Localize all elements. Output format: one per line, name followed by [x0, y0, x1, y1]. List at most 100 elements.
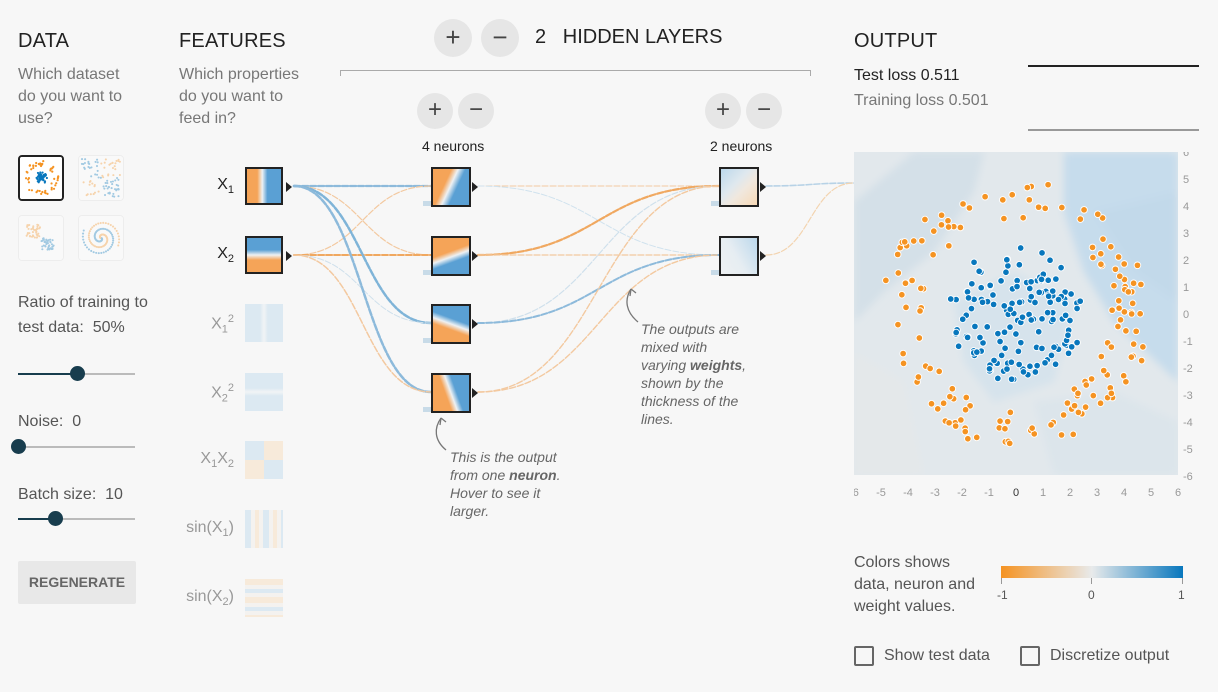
data-point [1087, 375, 1096, 383]
neuron-2-1[interactable] [719, 167, 759, 207]
data-point [1114, 322, 1122, 331]
link-layer1-to-layer2[interactable] [477, 254, 720, 393]
batch-slider[interactable] [18, 511, 135, 526]
output-plot[interactable]: -6 -5 -4 -3 -2 -1 0 1 2 3 4 5 6 -6 -5 -4 -3 -2 -1 0 1 2 3 4 5 6 [854, 152, 1194, 504]
add-layer-button[interactable]: + [434, 19, 472, 57]
feature-x2sq[interactable] [245, 373, 283, 411]
data-point [1070, 401, 1079, 410]
data-point [1003, 417, 1012, 426]
data-point [1043, 308, 1052, 317]
show-test-data-label[interactable]: Show test data [884, 647, 990, 664]
data-point [971, 322, 979, 331]
remove-layer-button[interactable]: − [481, 19, 519, 57]
link-layer1-to-layer2[interactable] [477, 185, 720, 393]
x-tick-label: 4 [1121, 487, 1127, 499]
feature-x2[interactable] [245, 236, 283, 274]
feature-x1sq[interactable] [245, 304, 283, 342]
data-point [981, 192, 989, 201]
data-point [914, 373, 923, 381]
discretize-output-label[interactable]: Discretize output [1050, 647, 1170, 664]
ratio-slider[interactable] [18, 366, 135, 381]
data-point [1046, 256, 1054, 264]
link-x1-to-neuron[interactable] [292, 184, 433, 394]
neuron-bias [423, 338, 431, 343]
data-point [929, 251, 937, 259]
data-point [1097, 352, 1106, 361]
neuron-1-3[interactable] [431, 304, 471, 344]
data-point [954, 342, 963, 351]
data-point [959, 200, 967, 208]
data-point [1026, 362, 1034, 371]
data-point [1012, 330, 1020, 338]
data-point [1023, 183, 1032, 192]
link-x1-to-neuron[interactable] [293, 185, 432, 256]
feature-sinx2[interactable] [245, 579, 283, 617]
layers-bracket [340, 70, 811, 76]
data-point [934, 405, 942, 413]
link-to-output[interactable] [765, 182, 855, 187]
data-point [978, 298, 987, 307]
feature-output-arrow [286, 182, 292, 192]
feature-sinx1[interactable] [245, 510, 283, 548]
link-layer1-to-layer2[interactable] [477, 185, 720, 324]
neuron-2-2[interactable] [719, 236, 759, 276]
discretize-output-checkbox[interactable] [1020, 646, 1040, 666]
neuron-1-4[interactable] [431, 373, 471, 413]
feature-x1[interactable] [245, 167, 283, 205]
data-point [963, 288, 972, 296]
neuron-1-2[interactable] [431, 236, 471, 276]
data-point [977, 283, 985, 292]
link-x1-to-neuron[interactable] [292, 184, 433, 325]
link-x2-to-neuron[interactable] [293, 254, 432, 393]
regenerate-button[interactable]: REGENERATE [18, 561, 136, 604]
y-tick-label: -4 [1183, 417, 1193, 429]
data-point [1027, 278, 1035, 286]
neuron-1-1[interactable] [431, 167, 471, 207]
link-layer1-to-layer2[interactable] [477, 254, 720, 324]
feature-x1x2[interactable] [245, 441, 283, 479]
data-point [944, 216, 952, 225]
data-point [996, 417, 1004, 425]
batch-slider-knob[interactable] [48, 511, 64, 526]
data-point [916, 307, 924, 315]
data-point [1122, 327, 1130, 335]
ratio-slider-knob[interactable] [69, 366, 85, 381]
layer1-remove-neuron-button[interactable]: − [458, 93, 494, 129]
layer1-add-neuron-button[interactable]: + [417, 93, 453, 129]
layer2-remove-neuron-button[interactable]: − [746, 93, 782, 129]
link-to-output[interactable] [765, 182, 855, 256]
data-point [1001, 344, 1009, 352]
link-x2-to-neuron[interactable] [293, 185, 432, 256]
show-test-data-checkbox[interactable] [854, 646, 874, 666]
data-point [1088, 243, 1097, 252]
data-point [1122, 378, 1130, 386]
data-point [917, 284, 925, 293]
legend-tick-mark-mid [1091, 578, 1092, 584]
output-heading: OUTPUT [854, 30, 938, 52]
dataset-circle-thumbnail[interactable] [18, 155, 64, 201]
data-point [1002, 268, 1010, 276]
data-point [1129, 279, 1138, 288]
data-point [939, 399, 948, 407]
data-point [957, 416, 965, 424]
data-point [972, 433, 981, 442]
noise-slider-knob[interactable] [11, 439, 26, 454]
data-point [1015, 261, 1024, 269]
link-x2-to-neuron[interactable] [293, 254, 432, 324]
noise-slider[interactable] [11, 439, 135, 454]
link-layer1-to-layer2[interactable] [477, 185, 720, 256]
weights-note-text-end: , shown by the thickness of the lines. [641, 357, 747, 427]
dataset-spiral-thumbnail[interactable] [78, 215, 124, 261]
x-tick-label: 0 [1013, 487, 1019, 499]
dataset-xor-thumbnail[interactable] [78, 155, 124, 201]
dataset-gaussian-thumbnail[interactable] [18, 215, 64, 261]
data-point [1015, 360, 1023, 369]
data-point [1115, 304, 1123, 312]
weights-note: The outputs are mixed with varying weigh… [641, 320, 756, 428]
data-point [937, 211, 946, 219]
data-point [1066, 316, 1074, 325]
data-point [1127, 310, 1136, 318]
layer2-add-neuron-button[interactable]: + [705, 93, 741, 129]
link-layer1-to-layer2[interactable] [476, 184, 721, 257]
